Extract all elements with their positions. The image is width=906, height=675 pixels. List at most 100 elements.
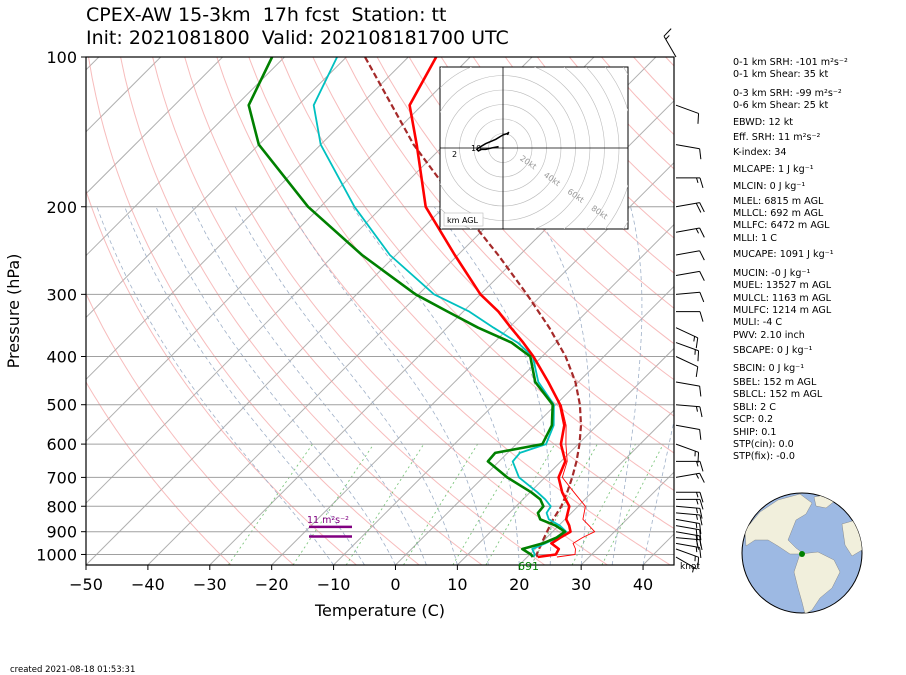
dry-adiabat: [280, 57, 674, 492]
moist-adiabat: [532, 206, 591, 565]
location-globe: [741, 492, 863, 614]
dry-adiabat: [86, 292, 295, 565]
isotherm: [209, 100, 674, 565]
wind-barb: [675, 531, 702, 547]
wind-barb: [675, 250, 705, 261]
x-axis: −50 −40 −30 −20 −10 0 10 20 30 40: [69, 565, 653, 594]
moist-adiabat: [642, 419, 674, 565]
isotherm: [86, 57, 223, 195]
y-tick-label: 400: [46, 348, 77, 367]
isotherm: [518, 409, 674, 565]
moist-adiabat: [124, 206, 365, 565]
isotherm: [86, 57, 285, 257]
mixing-ratio-line: [345, 443, 425, 565]
wind-barb: [676, 177, 704, 189]
x-tick-label: −40: [131, 575, 165, 594]
dry-adiabat: [120, 57, 483, 565]
wind-barb: [676, 498, 704, 510]
y-tick-label: 100: [46, 48, 77, 67]
created-timestamp: created 2021-08-18 01:53:31: [10, 665, 136, 675]
mixing-ratio-line: [571, 443, 636, 565]
y-axis: 100 200 300 400 500 600 700 800 900 1000: [36, 48, 86, 564]
hodograph-trace: [475, 131, 510, 152]
wind-barb: [675, 404, 703, 418]
chart-title: CPEX-AW 15-3km 17h fcst Station: tt: [86, 4, 447, 26]
wind-barb: [663, 28, 677, 58]
dry-adiabat: [472, 57, 674, 274]
index-line: SCP: 0.2: [733, 414, 774, 426]
globe-south-america: [793, 551, 841, 613]
mixing-ratio-line: [452, 443, 525, 565]
moist-adiabat: [191, 206, 427, 565]
isotherm: [86, 57, 347, 319]
hodograph-height-label: 2: [452, 150, 457, 159]
x-tick-label: 20: [509, 575, 529, 594]
wind-barb: [676, 460, 704, 472]
x-tick-label: 30: [571, 575, 591, 594]
wind-barb: [675, 512, 703, 526]
plot-frame: [85, 56, 675, 566]
dry-adiabat: [376, 57, 674, 381]
x-tick-label: −10: [317, 575, 351, 594]
wind-barb: [675, 542, 702, 558]
wind-barb: [676, 491, 704, 503]
isotherm: [86, 57, 471, 442]
dry-adiabat: [408, 57, 674, 345]
hodograph-height-label: 10: [471, 144, 481, 153]
y-tick-label: 300: [46, 285, 77, 304]
moist-adiabat: [234, 206, 458, 565]
index-line: 0-1 km Shear: 35 kt: [733, 69, 829, 81]
dry-adiabat: [86, 189, 357, 565]
x-axis-label: Temperature (C): [314, 601, 445, 620]
index-line: SBEL: 152 m AGL: [733, 376, 817, 388]
moist-adiabat: [611, 206, 643, 565]
index-line: MLCIN: 0 J kg⁻¹: [733, 181, 806, 193]
index-line: MLLI: 1 C: [733, 232, 777, 244]
mixing-ratio-line: [292, 443, 375, 565]
moist-adiabat: [96, 206, 334, 565]
wind-barb: [675, 144, 702, 160]
index-line: Eff. SRH: 11 m²s⁻²: [733, 132, 821, 144]
dry-adiabat: [184, 57, 608, 565]
isotherm: [271, 161, 674, 565]
mixing-ratio-line: [228, 443, 313, 565]
index-line: MLLFC: 6472 m AGL: [733, 220, 830, 232]
wind-barb: [675, 472, 705, 483]
lcl-label: 691: [518, 560, 539, 573]
y-tick-label: 600: [46, 435, 77, 454]
index-line: MULFC: 1214 m AGL: [733, 304, 832, 316]
wind-barb: [675, 424, 702, 440]
wind-barb: [675, 202, 705, 213]
stability-indices: 0-1 km SRH: -101 m²s⁻² 0-1 km Shear: 35 k…: [733, 57, 848, 464]
mixing-ratio-line: [485, 443, 556, 565]
index-line: MLEL: 6815 m AGL: [733, 195, 824, 207]
wind-barb: [675, 270, 705, 281]
isotherm: [86, 57, 162, 133]
y-tick-label: 800: [46, 497, 77, 516]
index-line: PWV: 2.10 inch: [733, 329, 805, 341]
mixing-ratio-lines: [228, 443, 664, 565]
wind-barb: [675, 525, 702, 541]
x-tick-label: 10: [447, 575, 467, 594]
wind-barb: [675, 327, 699, 349]
index-line: MLCAPE: 1 J kg⁻¹: [733, 163, 814, 175]
wind-barb: [675, 356, 699, 378]
y-axis-label: Pressure (hPa): [4, 254, 23, 369]
x-tick-label: −50: [69, 575, 103, 594]
wind-barbs: [663, 28, 705, 573]
wind-barb: [675, 381, 702, 397]
effective-inflow-layer: 11 m²s⁻² 691: [307, 515, 539, 573]
barb-units-label: knot: [680, 562, 700, 572]
y-tick-label: 700: [46, 468, 77, 487]
index-line: SBCAPE: 0 J kg⁻¹: [733, 345, 813, 357]
moist-adiabats: [96, 206, 674, 565]
index-line: EBWD: 12 kt: [733, 116, 794, 128]
mixing-ratio-line: [403, 443, 478, 565]
wind-barb: [675, 342, 700, 362]
wind-barb: [675, 548, 700, 568]
index-line: MUEL: 13527 m AGL: [733, 280, 832, 292]
isotherm: [457, 347, 674, 565]
index-line: MUCAPE: 1091 J kg⁻¹: [733, 249, 834, 261]
wind-barb: [675, 104, 700, 124]
